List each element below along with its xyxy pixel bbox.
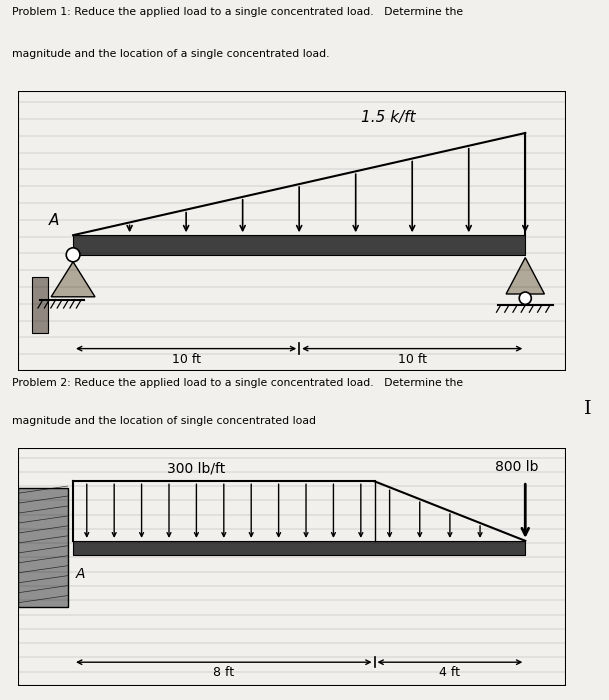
- Text: magnitude and the location of single concentrated load: magnitude and the location of single con…: [12, 416, 316, 426]
- Circle shape: [66, 248, 80, 262]
- Text: 4 ft: 4 ft: [440, 666, 460, 679]
- Bar: [18, 489, 68, 608]
- Text: 800 lb: 800 lb: [495, 460, 539, 474]
- Polygon shape: [506, 258, 544, 294]
- Bar: [32, 277, 49, 333]
- Polygon shape: [51, 262, 95, 297]
- Text: I: I: [584, 400, 591, 419]
- Text: 1.5 k/ft: 1.5 k/ft: [361, 110, 415, 125]
- Text: 8 ft: 8 ft: [213, 666, 234, 679]
- Text: A: A: [49, 214, 59, 228]
- Text: A: A: [76, 567, 85, 581]
- Bar: [73, 541, 525, 555]
- Circle shape: [519, 292, 531, 304]
- Bar: [73, 235, 525, 255]
- Text: 10 ft: 10 ft: [398, 353, 427, 366]
- Text: 300 lb/ft: 300 lb/ft: [167, 461, 225, 475]
- Text: Problem 1: Reduce the applied load to a single concentrated load.   Determine th: Problem 1: Reduce the applied load to a …: [12, 7, 463, 17]
- Text: magnitude and the location of a single concentrated load.: magnitude and the location of a single c…: [12, 49, 329, 60]
- Text: 10 ft: 10 ft: [172, 353, 200, 366]
- Text: Problem 2: Reduce the applied load to a single concentrated load.   Determine th: Problem 2: Reduce the applied load to a …: [12, 378, 463, 388]
